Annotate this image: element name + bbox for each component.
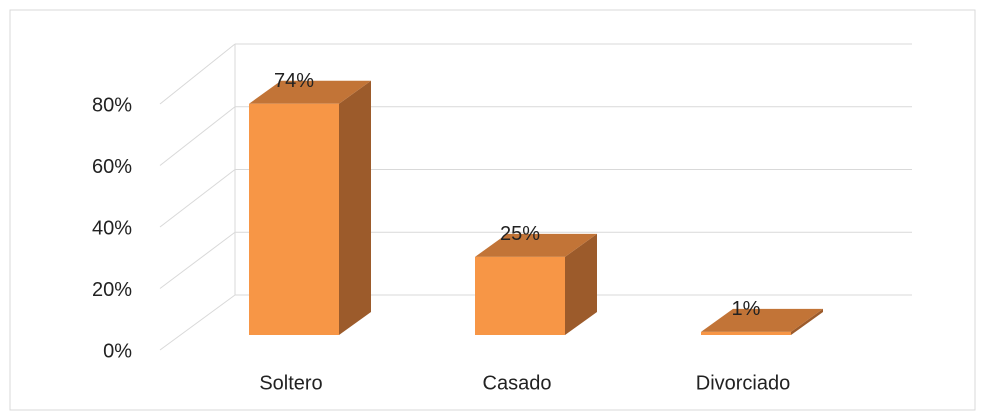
bar — [701, 308, 823, 335]
data-label: 74% — [274, 70, 314, 92]
data-label: 1% — [732, 298, 761, 320]
bar-front — [475, 256, 565, 335]
grid-line — [159, 43, 236, 105]
y-tick-label: 40% — [92, 217, 132, 239]
data-label: 25% — [500, 223, 540, 245]
x-tick-label: Divorciado — [696, 372, 790, 394]
y-tick-label: 0% — [103, 340, 132, 362]
bar-front — [701, 331, 791, 335]
bar-front — [249, 103, 339, 335]
y-tick-label: 80% — [92, 94, 132, 116]
grid-line — [159, 169, 236, 228]
bar — [475, 233, 597, 335]
chart-border — [9, 9, 976, 411]
bar-side — [339, 80, 371, 335]
y-tick-label: 20% — [92, 279, 132, 301]
bar — [249, 80, 371, 335]
x-tick-label: Soltero — [259, 372, 322, 394]
bar-side — [565, 233, 597, 335]
grid-line — [159, 106, 236, 166]
bar-top — [475, 233, 597, 257]
bar-top — [701, 308, 823, 332]
grid-line — [159, 231, 236, 289]
bar-top — [249, 80, 371, 104]
bar-side — [791, 308, 823, 335]
grid-line — [159, 294, 236, 351]
y-tick-label: 60% — [92, 156, 132, 178]
x-tick-label: Casado — [483, 372, 552, 394]
